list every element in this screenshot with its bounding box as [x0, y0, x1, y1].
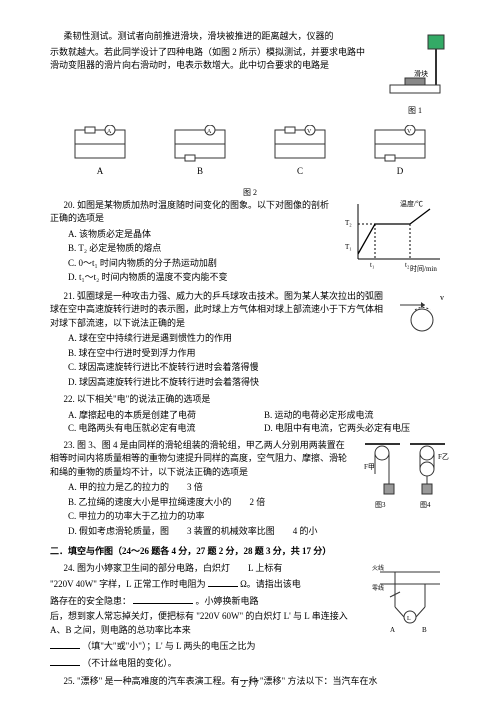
svg-text:F乙: F乙 [438, 453, 449, 461]
svg-text:v: v [440, 293, 444, 302]
q24-l6: （填"大"或"小"）；L' 与 L 两头的电压之比为 [82, 641, 255, 651]
svg-text:时间/min: 时间/min [410, 264, 437, 273]
circuit-d: V [370, 125, 430, 163]
q24-circuit: 火线 零线 L A B [370, 562, 450, 637]
svg-text:图3: 图3 [375, 501, 386, 509]
svg-text:T₁: T₁ [345, 243, 352, 251]
page-footer: 2 / 7 [0, 677, 500, 692]
svg-text:B: B [422, 626, 427, 634]
q22-stem: 22. 以下相关"电"的说法正确的选项是 [50, 393, 450, 407]
q22-a: A. 摩擦起电的本质是创建了电荷 [68, 409, 254, 423]
blank-hazard[interactable] [133, 594, 193, 604]
blank-resistance[interactable] [208, 577, 238, 587]
q20-graph: t₁ t₂ T₂ T₁ 温度/℃ 时间/min [340, 199, 450, 269]
q24-l4: 。小婷换新电路 [196, 596, 259, 606]
svg-text:温度/℃: 温度/℃ [400, 199, 423, 208]
q21-c: C. 球因高速旋转行进比不旋转行进时会着落得慢 [50, 361, 450, 375]
q24-l7: （不计丝电阻的变化）。 [82, 658, 177, 668]
svg-text:A: A [390, 626, 395, 634]
blank-size[interactable] [50, 639, 80, 649]
q22-b: B. 运动的电荷必定形成电流 [264, 409, 450, 423]
q24-l3: 路存在的安全隐患： [50, 596, 131, 606]
svg-text:F甲: F甲 [364, 463, 375, 471]
blank-ratio[interactable] [50, 656, 80, 666]
fig1-label: 图 1 [380, 105, 450, 117]
fig1-diagram: 滑块 [380, 30, 450, 105]
svg-text:T₂: T₂ [345, 219, 352, 227]
svg-text:零线: 零线 [372, 584, 384, 592]
q21-a: A. 球在空中持续行进是遇到惯性力的作用 [50, 332, 450, 346]
q21-b: B. 球在空中行进时受到浮力作用 [50, 347, 450, 361]
fig2-label: 图 2 [50, 187, 450, 199]
label-a: A [70, 165, 130, 179]
circuit-c: V [270, 125, 330, 163]
svg-text:A: A [207, 129, 212, 135]
q23-d: D. 假如考虑滑轮质量，图 3 装置的机械效率比图 4 的小 [50, 525, 450, 539]
q24-ohm: Ω。请指出该电 [240, 579, 301, 589]
svg-text:L: L [407, 616, 411, 622]
svg-text:A: A [107, 129, 112, 135]
svg-text:图4: 图4 [420, 501, 431, 509]
label-c: C [270, 165, 330, 179]
section2-head: 二．填空与作图（24～26 题各 4 分，27 题 2 分，28 题 3 分，共… [50, 545, 450, 559]
q22-d: D. 电阻中有电流，它两头必定有电压 [264, 422, 450, 436]
circuit-a: A [70, 125, 130, 163]
svg-text:火线: 火线 [372, 564, 384, 572]
svg-text:t₁: t₁ [370, 261, 374, 269]
fig2-row: A A A B [50, 125, 450, 179]
svg-text:V: V [407, 129, 412, 135]
circuit-b: A [170, 125, 230, 163]
label-b: B [170, 165, 230, 179]
q22-c: C. 电路两头有电压就必定有电流 [68, 422, 254, 436]
svg-text:V: V [307, 129, 312, 135]
q24-l2: "220V 40W" 字样，L 正常工作时电阻为 [50, 579, 206, 589]
q23-diagram: F甲 图3 F乙 图4 [360, 439, 450, 514]
q21-stem: 21. 弧圈球是一种攻击力强、威力大的乒乓球攻击技术。图为某人某次拉出的弧圈球在… [50, 290, 450, 331]
q21-d: D. 球因高速旋转行进比不旋转行进时会着落得快 [50, 376, 450, 390]
q21-diagram: v [395, 290, 450, 345]
label-d: D [370, 165, 430, 179]
svg-text:滑块: 滑块 [414, 69, 428, 78]
